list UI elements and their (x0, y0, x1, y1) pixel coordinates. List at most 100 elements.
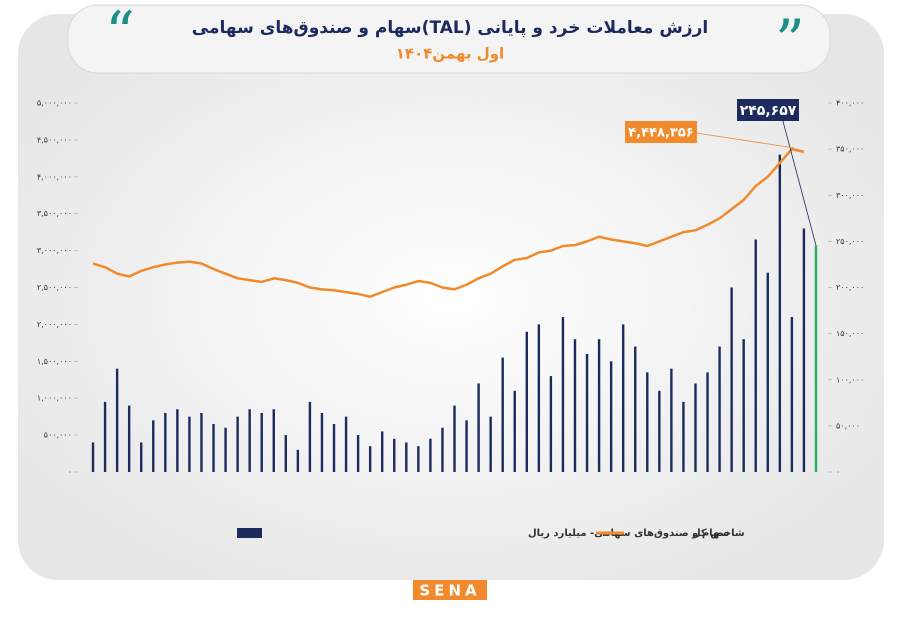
y2-tick-label: ۴۰۰,۰۰۰ (836, 99, 864, 108)
bar (646, 372, 649, 472)
bar (393, 438, 396, 472)
y-tick-label: ۱,۰۰۰,۰۰۰ (37, 394, 72, 403)
annotation-box (625, 121, 697, 143)
bar (188, 416, 191, 472)
y2-tick-label: ۲۰۰,۰۰۰ (836, 283, 864, 292)
bar (742, 339, 745, 472)
bar (381, 431, 384, 472)
y-tick-label: ۴,۰۰۰,۰۰۰ (37, 172, 72, 181)
bar (465, 420, 468, 472)
bar (754, 239, 757, 472)
y2-tick-label: ۳۵۰,۰۰۰ (836, 145, 864, 154)
line (92, 147, 805, 298)
logo: SENA (413, 580, 487, 600)
bar (320, 412, 324, 472)
bar (308, 401, 312, 472)
bar (441, 427, 444, 472)
annotation-box (737, 99, 799, 121)
bar (248, 409, 251, 472)
bar (212, 424, 215, 472)
bar (405, 442, 408, 472)
bar (489, 416, 492, 472)
bar (356, 435, 360, 472)
bar (513, 390, 516, 472)
bar (200, 412, 203, 472)
bar (658, 390, 661, 472)
bar (332, 424, 336, 472)
bar (176, 409, 179, 472)
bar (694, 383, 697, 472)
bar (164, 412, 167, 472)
bar (802, 228, 806, 472)
annotation-value: ۴,۴۴۸,۳۵۶ (628, 126, 693, 141)
bar (573, 339, 577, 472)
annotation-leader (689, 131, 794, 149)
bar (718, 346, 721, 472)
y-tick-label: ۰ (68, 468, 72, 477)
bar (682, 401, 685, 472)
y2-tick-label: ۳۰۰,۰۰۰ (836, 191, 864, 200)
y-tick-label: ۲,۰۰۰,۰۰۰ (37, 320, 72, 329)
bar (706, 372, 709, 472)
bar (525, 331, 528, 472)
logo-text: SENA (419, 582, 480, 600)
y-tick-label: ۲,۵۰۰,۰۰۰ (37, 283, 72, 292)
title-box (67, 4, 831, 74)
y-tick-label: ۴,۵۰۰,۰۰۰ (37, 135, 72, 144)
bar (296, 449, 300, 472)
bar (344, 416, 348, 472)
bar (597, 339, 601, 472)
highlight-bar (814, 245, 818, 472)
bar (115, 368, 119, 472)
bar (91, 442, 95, 472)
bar (778, 154, 782, 472)
card (18, 14, 884, 580)
bar (501, 357, 504, 472)
bar (561, 317, 565, 472)
bar (477, 383, 480, 472)
bar (549, 376, 553, 472)
bar (609, 361, 613, 472)
bar (453, 405, 456, 472)
bar (730, 287, 733, 472)
bar (140, 442, 143, 472)
y2-tick-label: ۱۰۰,۰۰۰ (836, 375, 864, 384)
bar (103, 401, 107, 472)
annotation-value: ۲۴۵,۶۵۷ (740, 103, 797, 119)
bar (537, 324, 541, 472)
bar (152, 420, 155, 472)
legend-label: شاخص کل (692, 528, 745, 539)
bar (790, 317, 794, 472)
bar (417, 446, 420, 472)
legend-swatch (237, 528, 262, 538)
y-tick-label: ۳,۵۰۰,۰۰۰ (37, 209, 72, 218)
quote-left: “ (105, 0, 135, 67)
bar (260, 412, 263, 472)
bar (284, 435, 288, 472)
y2-tick-label: ۱۵۰,۰۰۰ (836, 329, 864, 338)
y2-tick-label: ۲۵۰,۰۰۰ (836, 237, 864, 246)
quote-right: ” (775, 7, 805, 75)
bar (634, 346, 637, 472)
y2-tick-label: ۰ (836, 468, 840, 477)
bar (585, 353, 589, 472)
legend-label: سهام و صندوق‌های سهامی- میلیارد ریال (528, 528, 730, 539)
y-tick-label: ۵۰۰,۰۰۰ (44, 431, 72, 440)
bar (224, 427, 227, 472)
bar (368, 446, 372, 472)
bar (429, 438, 432, 472)
chart-title: ارزش معاملات خرد و پایانی (TAL)سهام و صن… (192, 18, 708, 38)
bar (766, 272, 769, 472)
y-tick-label: ۳,۰۰۰,۰۰۰ (37, 246, 72, 255)
bar (621, 324, 625, 472)
bar (127, 405, 131, 472)
y-tick-label: ۵,۰۰۰,۰۰۰ (37, 99, 72, 108)
bar (236, 416, 239, 472)
bar (670, 368, 673, 472)
bar (272, 409, 275, 472)
chart-subtitle: اول بهمن۱۴۰۴ (396, 45, 504, 63)
y-tick-label: ۱,۵۰۰,۰۰۰ (37, 357, 72, 366)
annotation-leader (779, 109, 817, 246)
